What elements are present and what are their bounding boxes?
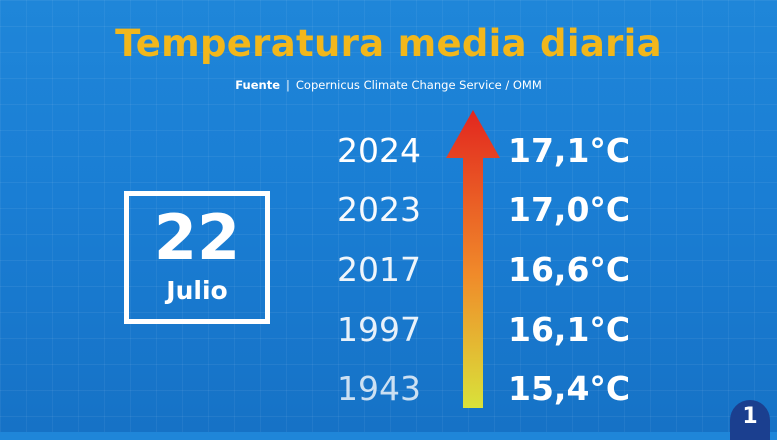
- date-box: 22 Julio: [124, 191, 270, 324]
- year-label: 2023: [337, 190, 421, 229]
- table-row: 1997 16,1°C: [0, 305, 777, 355]
- source-separator: |: [286, 78, 290, 92]
- year-label: 1943: [337, 369, 421, 408]
- source-line: Fuente | Copernicus Climate Change Service…: [0, 78, 777, 92]
- year-label: 1997: [337, 310, 421, 349]
- tve-channel-logo: 1: [730, 400, 770, 440]
- year-label: 2024: [337, 131, 421, 170]
- temperature-value: 15,4°C: [508, 369, 631, 408]
- date-day: 22: [153, 201, 241, 274]
- source-text: Copernicus Climate Change Service / OMM: [295, 78, 542, 92]
- table-row: 2024 17,1°C: [0, 126, 777, 176]
- table-row: 2017 16,6°C: [0, 245, 777, 295]
- source-label: Fuente: [235, 78, 280, 92]
- temperature-value: 17,1°C: [508, 131, 631, 170]
- temperature-value: 16,6°C: [508, 250, 631, 289]
- logo-text: 1: [742, 404, 758, 429]
- table-row: 1943 15,4°C: [0, 364, 777, 414]
- temperature-value: 17,0°C: [508, 190, 631, 229]
- temperature-value: 16,1°C: [508, 310, 631, 349]
- date-month: Julio: [166, 276, 228, 305]
- year-label: 2017: [337, 250, 421, 289]
- up-arrow-icon: [446, 110, 500, 408]
- page-title: Temperatura media diaria: [115, 22, 662, 65]
- table-row: 2023 17,0°C: [0, 185, 777, 235]
